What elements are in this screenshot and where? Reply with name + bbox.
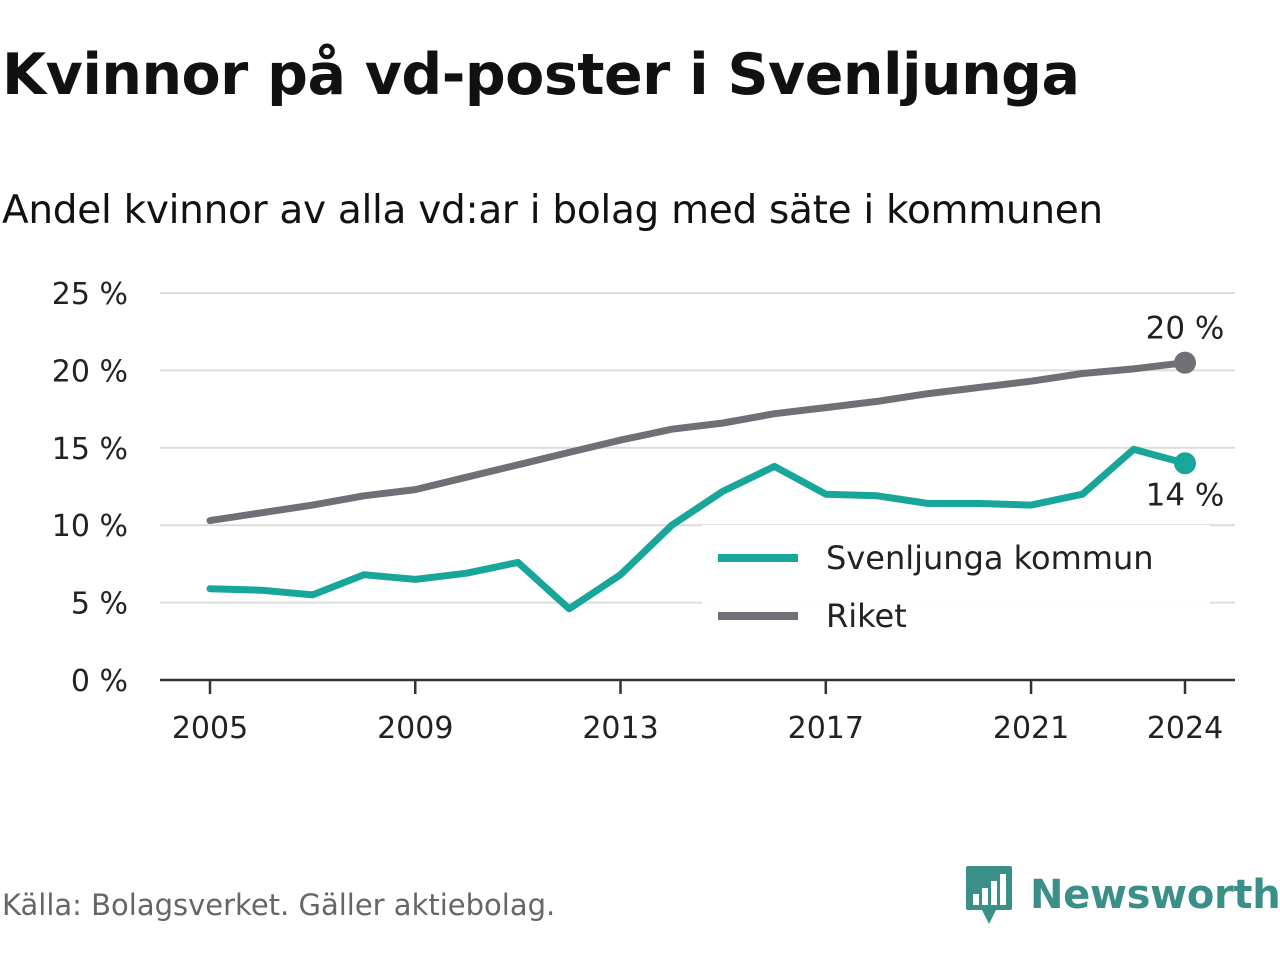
y-tick-label: 15 % (52, 432, 128, 467)
x-tick-label: 2021 (993, 711, 1069, 746)
y-tick-label: 25 % (52, 277, 128, 312)
x-tick-label: 2017 (788, 711, 864, 746)
chart-subtitle: Andel kvinnor av alla vd:ar i bolag med … (2, 188, 1103, 233)
y-tick-label: 20 % (52, 354, 128, 389)
y-tick-label: 10 % (52, 509, 128, 544)
x-tick-label: 2013 (582, 711, 658, 746)
source-note: Källa: Bolagsverket. Gäller aktiebolag. (2, 888, 556, 922)
brand[interactable]: Newsworthy (964, 864, 1280, 926)
x-tick-label: 2024 (1147, 711, 1223, 746)
y-tick-label: 0 % (71, 664, 128, 699)
legend-label: Svenljunga kommun (826, 539, 1154, 577)
chart-title: Kvinnor på vd-poster i Svenljunga (2, 42, 1080, 108)
legend-label: Riket (826, 597, 907, 635)
end-value-label: 20 % (1146, 311, 1225, 347)
end-value-label: 14 % (1146, 477, 1225, 513)
y-tick-label: 5 % (71, 587, 128, 622)
brand-name: Newsworthy (1030, 872, 1280, 918)
x-tick-label: 2009 (377, 711, 453, 746)
series-end-point (1174, 351, 1196, 374)
bar-chart-speech-bubble-icon (966, 866, 1012, 924)
x-tick-label: 2005 (172, 711, 248, 746)
series-line-svenljunga (206, 445, 1189, 613)
series-line-riket (206, 359, 1189, 525)
series-end-point (1174, 452, 1196, 475)
